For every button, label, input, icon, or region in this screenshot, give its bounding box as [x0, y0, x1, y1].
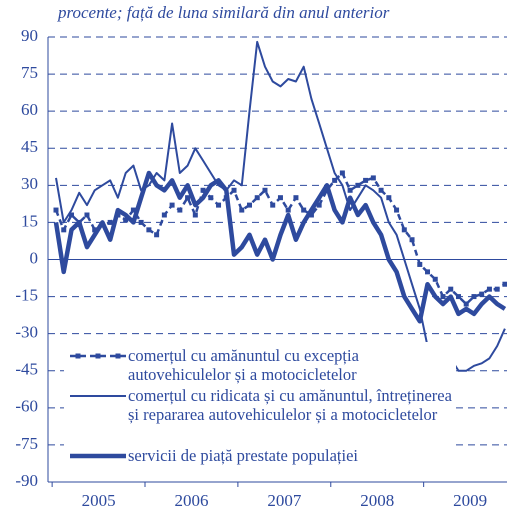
legend-label: comerțul cu amănuntul cu excepția autove…: [128, 346, 359, 384]
marker: [192, 212, 198, 218]
marker: [378, 187, 384, 193]
marker: [486, 286, 492, 292]
y-tick-label: 90: [21, 26, 38, 45]
marker: [231, 187, 237, 193]
marker: [347, 187, 353, 193]
x-tick-label: 2008: [360, 491, 394, 510]
marker: [316, 202, 322, 208]
legend-swatch: [70, 395, 126, 397]
y-tick-label: -15: [15, 285, 38, 304]
legend-marker: [115, 353, 121, 359]
x-tick-label: 2009: [453, 491, 487, 510]
marker: [68, 212, 74, 218]
marker: [84, 212, 90, 218]
marker: [216, 202, 222, 208]
marker: [394, 207, 400, 213]
marker: [262, 187, 268, 193]
marker: [239, 207, 245, 213]
marker: [185, 195, 191, 201]
marker: [471, 294, 477, 300]
marker: [61, 227, 67, 233]
x-tick-label: 2005: [82, 491, 116, 510]
marker: [130, 207, 136, 213]
marker: [440, 294, 446, 300]
marker: [285, 207, 291, 213]
marker: [425, 269, 431, 275]
marker: [277, 195, 283, 201]
legend-swatch: [70, 353, 126, 359]
marker: [107, 219, 113, 225]
marker: [339, 170, 345, 176]
marker: [208, 195, 214, 201]
marker: [363, 177, 369, 183]
marker: [308, 212, 314, 218]
legend-marker: [75, 353, 81, 359]
marker: [247, 202, 252, 208]
marker: [161, 212, 167, 218]
marker: [455, 294, 461, 300]
legend-marker: [95, 353, 101, 359]
marker: [92, 227, 98, 233]
marker: [417, 261, 423, 267]
legend-swatch: [70, 453, 126, 459]
y-tick-label: 60: [21, 100, 38, 119]
y-tick-label: 30: [21, 174, 38, 193]
marker: [169, 202, 175, 208]
marker: [301, 207, 307, 213]
y-tick-label: 15: [21, 211, 38, 230]
marker: [270, 202, 276, 208]
y-tick-label: -75: [15, 434, 38, 453]
marker: [463, 301, 469, 307]
legend-label: comerțul cu ridicata și cu amănuntul, în…: [128, 386, 452, 424]
y-tick-label: -30: [15, 323, 38, 342]
series-line: [55, 40, 506, 372]
marker: [254, 195, 260, 201]
marker: [154, 232, 160, 238]
legend-label: servicii de piață prestate populației: [128, 446, 358, 465]
marker: [386, 195, 392, 201]
marker: [293, 195, 299, 201]
marker: [177, 207, 183, 213]
marker: [502, 281, 507, 287]
marker: [494, 286, 500, 292]
y-tick-label: 45: [21, 137, 38, 156]
series-line: [53, 170, 507, 324]
y-tick-label: -45: [15, 360, 38, 379]
marker: [409, 237, 415, 243]
chart-title: procente; față de luna similară din anul…: [57, 3, 390, 22]
marker: [479, 291, 485, 297]
marker: [370, 175, 376, 181]
marker: [448, 286, 454, 292]
x-tick-label: 2006: [174, 491, 208, 510]
y-tick-label: -90: [15, 471, 38, 490]
marker: [432, 276, 438, 282]
marker: [355, 182, 361, 188]
marker: [53, 207, 59, 213]
marker: [332, 177, 338, 183]
y-tick-label: 0: [30, 248, 39, 267]
marker: [146, 227, 152, 233]
legend: comerțul cu amănuntul cu excepția autove…: [64, 342, 456, 472]
y-tick-label: 75: [21, 63, 38, 82]
marker: [138, 219, 144, 225]
marker: [200, 187, 206, 193]
y-tick-label: -60: [15, 397, 38, 416]
marker: [123, 217, 129, 223]
x-tick-label: 2007: [267, 491, 302, 510]
marker: [401, 227, 407, 233]
